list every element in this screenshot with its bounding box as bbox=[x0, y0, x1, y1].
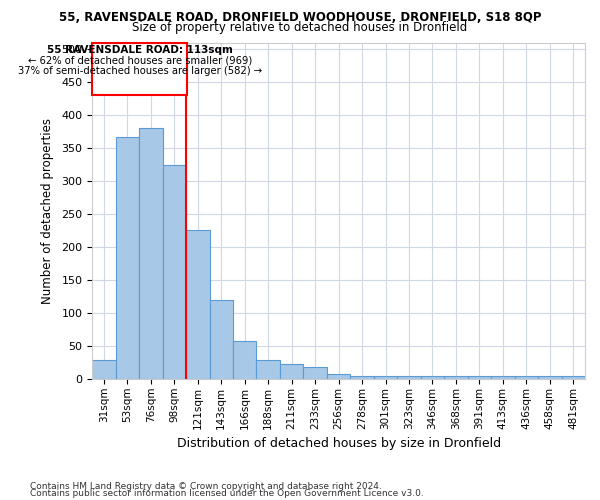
Bar bbox=[491, 376, 515, 379]
Bar bbox=[350, 376, 374, 379]
Bar bbox=[304, 367, 327, 379]
Text: 37% of semi-detached houses are larger (582) →: 37% of semi-detached houses are larger (… bbox=[17, 66, 262, 76]
Text: 55, RAVENSDALE ROAD, DRONFIELD WOODHOUSE, DRONFIELD, S18 8QP: 55, RAVENSDALE ROAD, DRONFIELD WOODHOUSE… bbox=[59, 11, 541, 24]
Text: Size of property relative to detached houses in Dronfield: Size of property relative to detached ho… bbox=[133, 22, 467, 35]
Bar bbox=[467, 376, 491, 379]
Bar bbox=[116, 137, 139, 379]
FancyBboxPatch shape bbox=[92, 42, 187, 96]
Bar bbox=[163, 164, 186, 379]
Bar bbox=[374, 376, 397, 379]
Bar bbox=[421, 376, 444, 379]
Text: 55 RAVENSDALE ROAD: 113sqm: 55 RAVENSDALE ROAD: 113sqm bbox=[47, 45, 233, 55]
Bar bbox=[444, 376, 467, 379]
Text: ← 62% of detached houses are smaller (969): ← 62% of detached houses are smaller (96… bbox=[28, 56, 252, 66]
Bar bbox=[209, 300, 233, 379]
Bar bbox=[233, 340, 256, 379]
X-axis label: Distribution of detached houses by size in Dronfield: Distribution of detached houses by size … bbox=[176, 437, 500, 450]
Bar bbox=[92, 360, 116, 379]
Y-axis label: Number of detached properties: Number of detached properties bbox=[41, 118, 55, 304]
Bar bbox=[397, 376, 421, 379]
Bar bbox=[562, 376, 585, 379]
Bar bbox=[280, 364, 304, 379]
Bar bbox=[186, 230, 209, 379]
Text: Contains public sector information licensed under the Open Government Licence v3: Contains public sector information licen… bbox=[30, 489, 424, 498]
Text: Contains HM Land Registry data © Crown copyright and database right 2024.: Contains HM Land Registry data © Crown c… bbox=[30, 482, 382, 491]
Bar bbox=[327, 374, 350, 379]
Bar bbox=[538, 376, 562, 379]
Bar bbox=[515, 376, 538, 379]
Bar bbox=[139, 128, 163, 379]
Bar bbox=[256, 360, 280, 379]
